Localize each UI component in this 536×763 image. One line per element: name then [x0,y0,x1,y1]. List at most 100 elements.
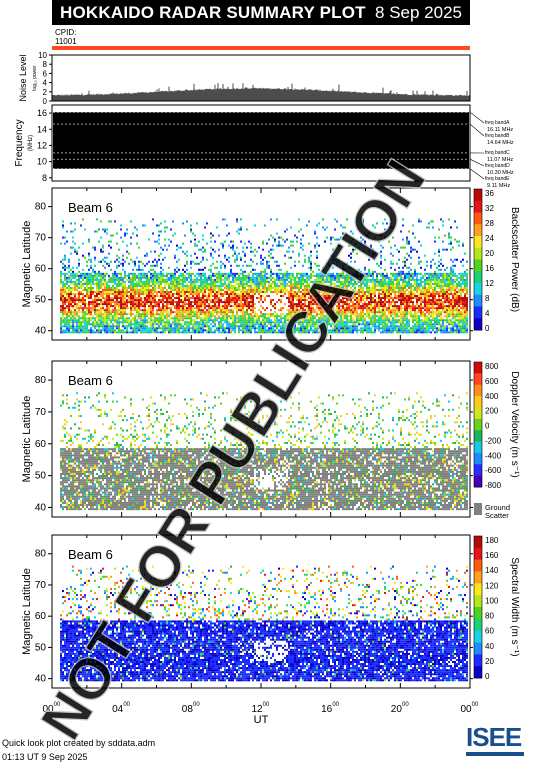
data-cell [76,305,78,308]
data-cell [92,276,94,279]
data-cell [246,311,248,314]
data-cell [214,329,216,332]
data-cell [366,280,368,283]
data-cell [88,258,90,261]
data-cell [108,295,110,298]
data-cell [336,313,338,316]
data-cell [220,319,222,322]
data-cell [150,272,152,275]
data-cell [162,303,164,306]
data-cell [308,288,310,291]
data-cell [338,321,340,324]
data-cell [228,280,230,283]
data-cell [394,327,396,330]
data-cell [382,313,384,316]
data-cell [380,309,382,312]
data-cell [278,321,280,324]
data-cell [212,284,214,287]
data-cell [264,284,266,287]
data-cell [106,284,108,287]
data-cell [182,278,184,281]
data-cell [170,317,172,320]
data-cell [362,331,364,334]
data-cell [396,276,398,279]
data-cell [156,317,158,320]
data-cell [152,315,154,318]
data-cell [80,301,82,304]
data-cell [368,303,370,306]
data-cell [140,293,142,296]
data-cell [332,303,334,306]
data-cell [332,315,334,318]
data-cell [198,240,200,243]
data-cell [64,276,66,279]
data-cell [168,278,170,281]
data-cell [260,311,262,314]
data-cell [242,307,244,310]
data-cell [156,260,158,263]
data-cell [302,244,304,247]
data-cell [268,329,270,332]
data-cell [332,266,334,269]
data-cell [364,284,366,287]
data-cell [158,309,160,312]
data-cell [394,319,396,322]
data-cell [136,331,138,334]
data-cell [352,327,354,330]
data-cell [182,282,184,285]
data-cell [132,301,134,304]
data-cell [62,258,64,261]
data-cell [290,319,292,322]
data-cell [212,311,214,314]
data-cell [352,331,354,334]
data-cell [98,309,100,312]
data-cell [226,234,228,237]
data-cell [394,297,396,300]
data-cell [396,274,398,277]
data-cell [376,325,378,328]
data-cell [350,321,352,324]
data-cell [148,295,150,298]
data-cell [72,305,74,308]
data-cell [322,305,324,308]
data-cell [280,291,282,294]
data-cell [348,291,350,294]
data-cell [244,325,246,328]
data-cell [322,218,324,221]
data-cell [74,272,76,275]
data-cell [234,278,236,281]
noise-tick-label: 10 [38,51,47,60]
data-cell [134,305,136,308]
data-cell [142,272,144,275]
data-cell [234,288,236,291]
data-cell [116,309,118,312]
data-cell [132,295,134,298]
data-cell [240,303,242,306]
data-cell [66,299,68,302]
data-cell [218,254,220,257]
data-cell [192,301,194,304]
data-cell [274,238,276,241]
data-cell [178,288,180,291]
data-cell [370,291,372,294]
data-cell [74,282,76,285]
data-cell [298,272,300,275]
data-cell [224,317,226,320]
data-cell [78,258,80,261]
data-cell [378,315,380,318]
data-cell [328,305,330,308]
data-cell [160,280,162,283]
data-cell [214,293,216,296]
data-cell [296,311,298,314]
data-cell [84,274,86,277]
data-cell [128,278,130,281]
data-cell [76,325,78,328]
data-cell [94,282,96,285]
data-cell [176,297,178,300]
data-cell [300,329,302,332]
data-cell [144,274,146,277]
data-cell [182,286,184,289]
data-cell [392,311,394,314]
data-cell [220,307,222,310]
data-cell [118,325,120,328]
